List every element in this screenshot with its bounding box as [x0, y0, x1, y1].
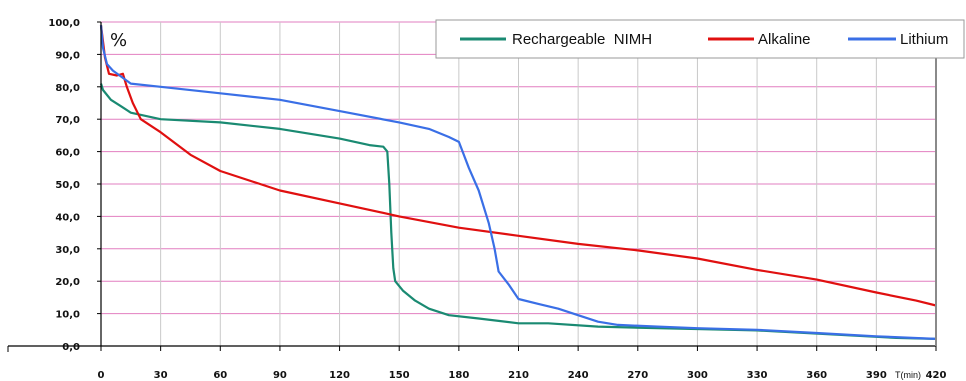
y-tick-labels: 0,0 10,0 20,0 30,0 40,0 50,0 60,0 70,0 80,0 90,0 1…: [48, 18, 80, 353]
y-tick-label: 60,0: [55, 148, 80, 159]
legend-label-lithium: Lithium: [900, 31, 948, 48]
y-tick-label: 50,0: [55, 180, 80, 191]
x-tick-label: 330: [747, 370, 768, 381]
series-line-lithium: [99, 25, 937, 340]
y-tick-label: 30,0: [55, 245, 80, 256]
y-tick-label: 40,0: [55, 212, 80, 223]
x-tick-label: 390: [866, 370, 887, 381]
x-tick-labels: 0 30 60 90 120 150 180 210 240 270 300 330 360 390 420: [98, 370, 947, 381]
series-line-alkaline: [99, 25, 937, 307]
x-tick-label: 90: [273, 370, 287, 381]
legend-label-alkaline: Alkaline: [758, 31, 811, 48]
axes: [7, 21, 937, 352]
series-lines: [99, 25, 937, 340]
x-tick-label: 420: [926, 370, 947, 381]
y-tick-label: 0,0: [62, 342, 80, 353]
x-tick-label: 210: [508, 370, 529, 381]
series-line-rechargeable-nimh: [99, 83, 937, 340]
y-tick-label: 20,0: [55, 277, 80, 288]
x-tick-label: 30: [154, 370, 168, 381]
y-tick-label: 80,0: [55, 83, 80, 94]
x-tick-label: 0: [98, 370, 105, 381]
y-tick-label: 90,0: [55, 50, 80, 61]
x-tick-label: 300: [687, 370, 708, 381]
x-tick-label: 150: [389, 370, 410, 381]
y-tick-label: 70,0: [55, 115, 80, 126]
x-tick-label: 360: [806, 370, 827, 381]
legend-label-rechargeable-nimh: Rechargeable NIMH: [512, 31, 652, 48]
x-axis-label: T(min): [895, 370, 921, 380]
x-tick-label: 240: [568, 370, 589, 381]
y-tick-label: 100,0: [48, 18, 80, 29]
x-tick-label: 180: [448, 370, 469, 381]
y-axis-unit-label: %: [110, 30, 127, 51]
y-tick-label: 10,0: [55, 310, 80, 321]
x-tick-label: 120: [329, 370, 350, 381]
x-tick-label: 270: [627, 370, 648, 381]
x-tick-label: 60: [213, 370, 227, 381]
legend: Rechargeable NIMH Alkaline Lithium: [435, 19, 965, 59]
